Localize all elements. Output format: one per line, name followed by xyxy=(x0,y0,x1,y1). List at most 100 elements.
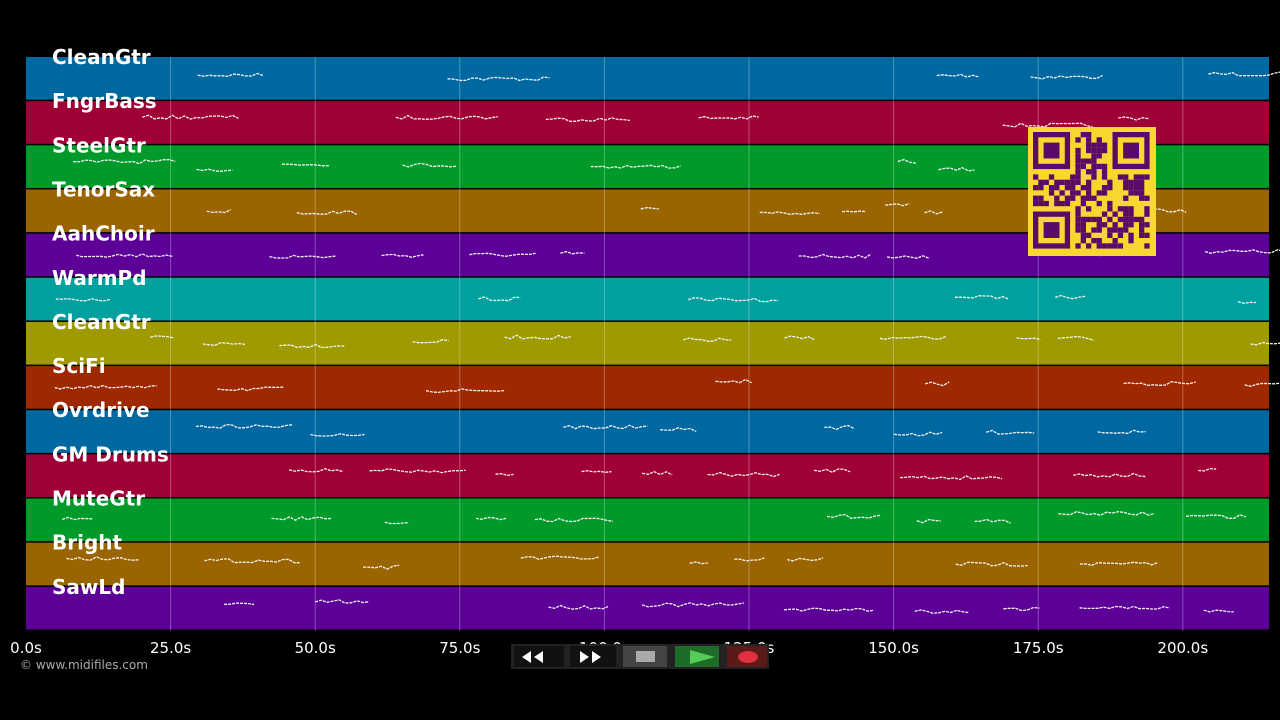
qr-module xyxy=(1091,163,1097,170)
note-run xyxy=(955,561,1028,567)
note-run xyxy=(660,427,697,433)
qr-module xyxy=(1086,216,1092,223)
play-button[interactable] xyxy=(675,646,719,667)
note-run xyxy=(54,384,157,390)
qr-module xyxy=(1101,142,1108,148)
note-run xyxy=(689,561,708,565)
qr-module xyxy=(1107,232,1113,238)
qr-module xyxy=(1128,211,1134,217)
qr-module xyxy=(1054,185,1060,191)
forward-button[interactable] xyxy=(570,646,616,667)
note-run xyxy=(534,517,613,523)
qr-module xyxy=(1086,158,1092,164)
qr-module xyxy=(1096,190,1102,196)
qr-module xyxy=(1048,190,1055,196)
qr-module xyxy=(1096,238,1102,244)
qr-module xyxy=(1080,195,1086,201)
qr-module xyxy=(1059,200,1065,207)
note-run xyxy=(784,335,815,341)
qr-module xyxy=(1107,216,1113,223)
qr-module xyxy=(1107,179,1113,185)
note-run xyxy=(924,210,943,215)
time-tick-label: 150.0s xyxy=(868,639,919,657)
note-run xyxy=(381,253,424,258)
note-run xyxy=(900,475,1003,481)
note-run xyxy=(914,609,969,614)
note-run xyxy=(224,602,255,606)
qr-module xyxy=(1038,195,1044,201)
qr-module xyxy=(1033,200,1039,207)
qr-module xyxy=(1086,206,1092,212)
qr-module xyxy=(1096,137,1102,143)
note-run xyxy=(1237,301,1257,304)
qr-module xyxy=(1086,179,1092,185)
qr-module xyxy=(1123,195,1129,201)
qr-module xyxy=(1128,179,1134,185)
qr-module xyxy=(1033,174,1039,180)
qr-module xyxy=(1059,190,1065,196)
note-run xyxy=(197,72,264,78)
qr-module xyxy=(1075,206,1081,212)
note-run xyxy=(315,599,370,604)
qr-module xyxy=(1112,222,1118,228)
note-run xyxy=(798,253,872,259)
qr-module xyxy=(1139,232,1145,238)
note-run xyxy=(76,253,173,258)
qr-module xyxy=(1128,222,1134,228)
qr-module xyxy=(1123,222,1129,228)
note-run xyxy=(563,424,648,430)
qr-module xyxy=(1101,147,1108,154)
qr-module xyxy=(1139,174,1145,180)
track-name: GM Drums xyxy=(52,442,169,466)
note-run xyxy=(469,252,536,257)
time-tick-label: 175.0s xyxy=(1013,639,1064,657)
stop-button[interactable] xyxy=(623,646,667,667)
qr-module xyxy=(1075,216,1081,223)
rewind-button[interactable] xyxy=(514,646,564,667)
note-run xyxy=(520,555,599,560)
note-run xyxy=(894,431,943,437)
qr-module xyxy=(1139,222,1145,228)
note-run xyxy=(1250,341,1280,346)
qr-module xyxy=(1086,195,1092,201)
note-run xyxy=(495,473,514,477)
note-run xyxy=(196,168,233,172)
qr-module xyxy=(1096,227,1102,233)
qr-module xyxy=(1080,132,1086,138)
note-run xyxy=(412,338,449,344)
qr-module xyxy=(1091,142,1097,148)
qr-module xyxy=(1038,179,1044,185)
qr-module xyxy=(1096,153,1102,159)
qr-module xyxy=(1144,243,1150,249)
track-name: SciFi xyxy=(52,354,106,378)
track-name: FngrBass xyxy=(52,89,157,113)
note-run xyxy=(478,296,521,302)
note-run xyxy=(384,521,409,525)
time-tick-label: 25.0s xyxy=(150,639,191,657)
note-run xyxy=(204,558,301,564)
note-run xyxy=(1002,122,1093,128)
note-run xyxy=(142,114,239,120)
qr-module xyxy=(1048,174,1055,180)
note-run xyxy=(548,604,609,610)
qr-module xyxy=(1086,232,1092,238)
note-run xyxy=(1208,71,1280,77)
qr-module xyxy=(1064,179,1071,185)
track-name: MuteGtr xyxy=(52,487,145,511)
qr-module xyxy=(1123,227,1129,233)
qr-module xyxy=(1133,185,1139,191)
qr-module xyxy=(1086,137,1092,143)
qr-module xyxy=(1075,163,1081,170)
qr-module xyxy=(1139,190,1145,196)
note-run xyxy=(813,468,851,473)
track-lane xyxy=(26,586,1269,630)
qr-module xyxy=(1048,185,1055,191)
qr-module xyxy=(1064,195,1071,201)
note-run xyxy=(1203,609,1234,613)
qr-module xyxy=(1091,238,1097,244)
record-button[interactable] xyxy=(727,646,767,667)
qr-module xyxy=(1086,147,1092,154)
qr-module xyxy=(1091,158,1097,164)
note-run xyxy=(1003,606,1040,612)
note-run xyxy=(1204,249,1280,254)
